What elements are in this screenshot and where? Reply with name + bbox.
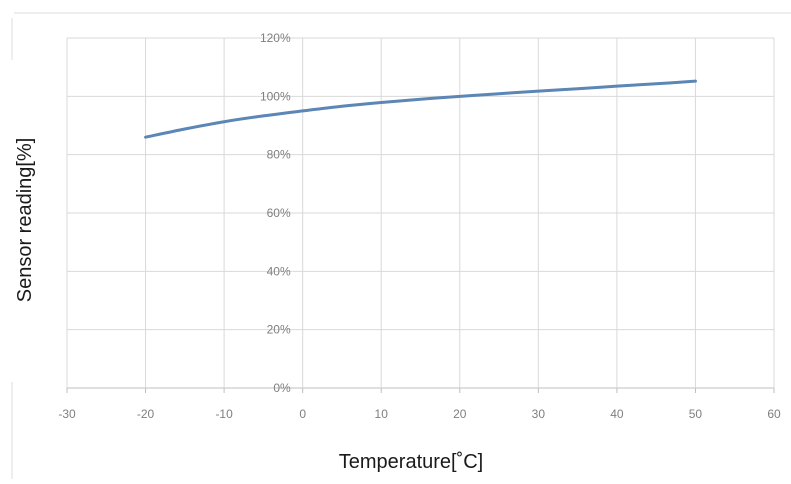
x-tick-label: 40 bbox=[610, 407, 624, 421]
grid bbox=[66, 37, 775, 393]
y-tick-labels: 0% 20% 40% 60% 80% 100% 120% bbox=[260, 31, 291, 395]
x-axis-title: Temperature[˚C] bbox=[339, 451, 484, 473]
y-tick-label: 20% bbox=[267, 323, 291, 337]
series-line bbox=[144, 79, 697, 139]
x-tick-labels: -30 -20 -10 0 10 20 30 40 50 60 bbox=[58, 407, 781, 421]
x-tick-label: -10 bbox=[215, 407, 233, 421]
y-axis-title: Sensor reading[%] bbox=[14, 138, 36, 303]
x-tick-label: 30 bbox=[532, 407, 546, 421]
x-tick-label: -30 bbox=[58, 407, 76, 421]
y-tick-label: 80% bbox=[267, 148, 291, 162]
x-tick-label: 20 bbox=[453, 407, 467, 421]
x-tick-label: 60 bbox=[767, 407, 781, 421]
y-tick-label: 60% bbox=[267, 206, 291, 220]
x-tick-label: 10 bbox=[375, 407, 389, 421]
y-tick-label: 100% bbox=[260, 89, 291, 103]
x-tick-label: 50 bbox=[689, 407, 703, 421]
y-tick-label: 40% bbox=[267, 264, 291, 278]
y-tick-label: 120% bbox=[260, 31, 291, 45]
series-layer bbox=[144, 79, 697, 139]
y-tick-label: 0% bbox=[273, 381, 291, 395]
chart-frame bbox=[11, 12, 791, 479]
x-tick-label: -20 bbox=[137, 407, 155, 421]
x-tick-label: 0 bbox=[299, 407, 306, 421]
